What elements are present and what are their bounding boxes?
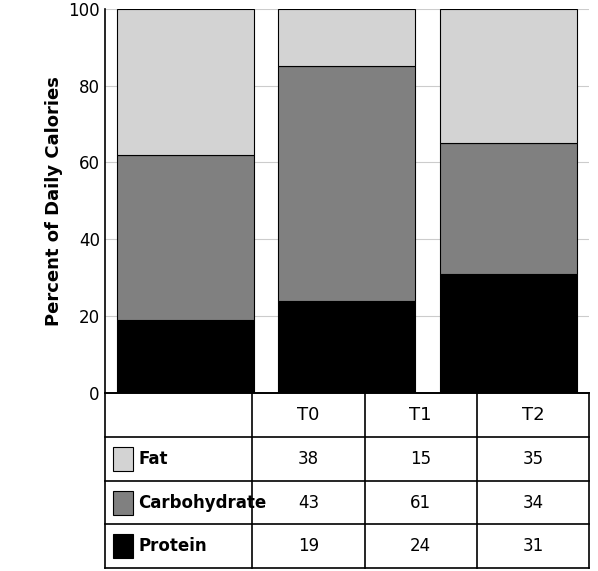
Bar xyxy=(117,9,254,155)
Text: T1: T1 xyxy=(410,406,432,424)
Text: 35: 35 xyxy=(523,450,544,468)
Text: T0: T0 xyxy=(297,406,320,424)
Text: Protein: Protein xyxy=(139,537,207,555)
Bar xyxy=(278,301,416,393)
Bar xyxy=(278,9,416,66)
Text: 43: 43 xyxy=(298,493,319,512)
Text: 15: 15 xyxy=(410,450,431,468)
Text: 24: 24 xyxy=(410,537,431,555)
Text: T2: T2 xyxy=(521,406,544,424)
Bar xyxy=(114,490,133,514)
Bar xyxy=(114,447,133,471)
Bar xyxy=(117,320,254,393)
Bar xyxy=(440,143,577,274)
Text: Fat: Fat xyxy=(139,450,168,468)
Text: 61: 61 xyxy=(410,493,431,512)
Y-axis label: Percent of Daily Calories: Percent of Daily Calories xyxy=(45,76,63,326)
Bar xyxy=(440,9,577,143)
Bar xyxy=(440,274,577,393)
Bar xyxy=(117,155,254,320)
Text: 34: 34 xyxy=(523,493,544,512)
Text: 31: 31 xyxy=(522,537,544,555)
Text: 19: 19 xyxy=(298,537,319,555)
Bar xyxy=(114,534,133,558)
Text: Carbohydrate: Carbohydrate xyxy=(139,493,267,512)
Bar xyxy=(278,66,416,301)
Text: 38: 38 xyxy=(298,450,319,468)
